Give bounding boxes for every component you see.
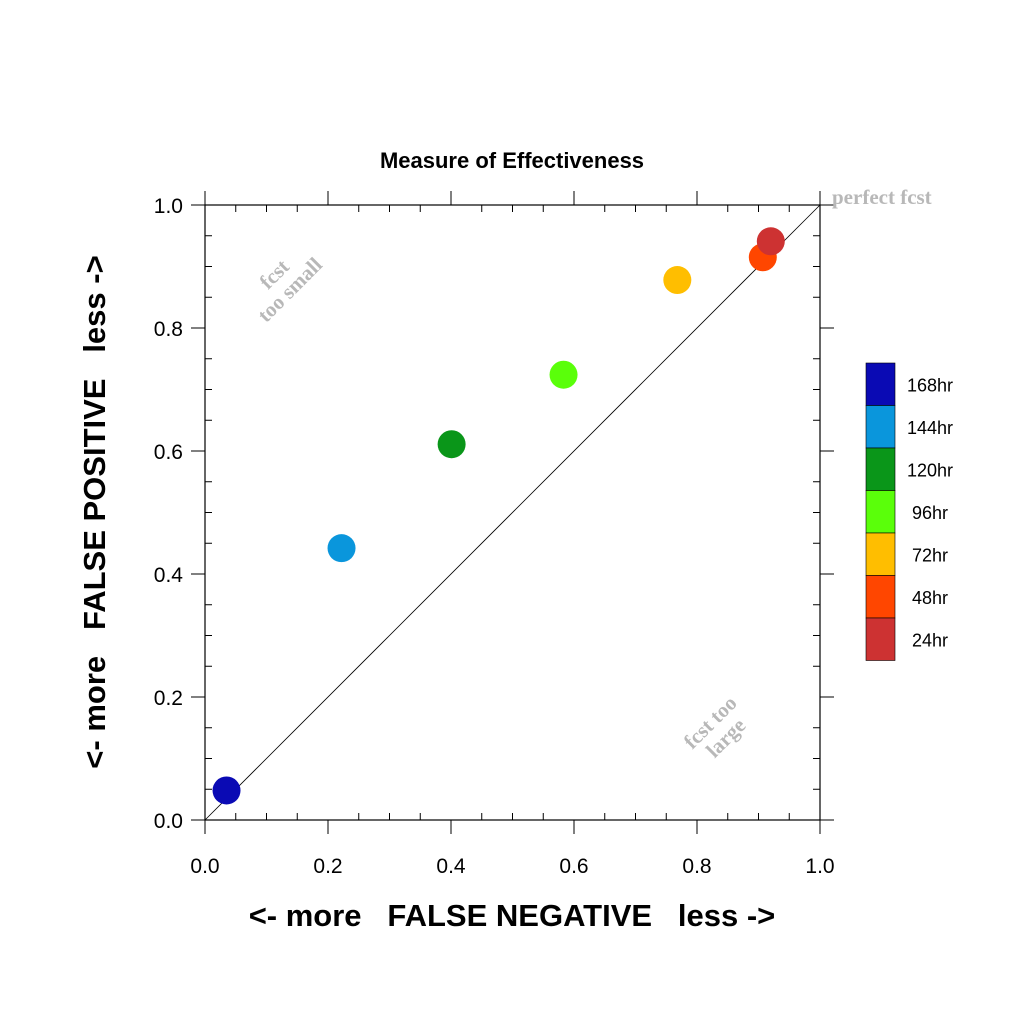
point-96hr: [549, 360, 578, 389]
legend-swatch-120hr: [865, 447, 896, 491]
x-tick-label: 0.6: [559, 855, 588, 878]
legend-label-168hr: 168hr: [907, 375, 953, 395]
too-small-line-2: too small: [253, 253, 327, 327]
point-24hr: [756, 227, 785, 256]
x-tick-label: 1.0: [805, 855, 834, 878]
legend-swatch-48hr: [865, 575, 896, 619]
point-144hr: [327, 534, 356, 563]
point-72hr: [663, 266, 692, 295]
x-tick-label: 0.0: [190, 855, 219, 878]
y-tick-label: 1.0: [154, 195, 183, 218]
too-small-annotation: fcst too small: [253, 253, 327, 327]
axis-ticks: [191, 191, 834, 834]
y-tick-label: 0.2: [154, 687, 183, 710]
legend-swatch-144hr: [865, 405, 896, 449]
perfect-fcst-label: perfect fcst: [832, 185, 932, 209]
x-tick-label: 0.2: [313, 855, 342, 878]
x-tick-label: 0.8: [682, 855, 711, 878]
y-tick-label: 0.8: [154, 318, 183, 341]
tick-labels: 0.0 0.2 0.4 0.6 0.8 1.0 0.0 0.2 0.4 0.6 0.8 1.0: [154, 195, 835, 878]
legend-label-24hr: 24hr: [912, 630, 948, 650]
diagonal-reference-line: [204, 204, 821, 821]
chart-title: Measure of Effectiveness: [380, 148, 644, 173]
y-tick-label: 0.0: [154, 810, 183, 833]
x-tick-label: 0.4: [436, 855, 466, 878]
x-axis-title: <- more FALSE NEGATIVE less ->: [249, 898, 776, 933]
y-tick-label: 0.6: [154, 441, 183, 464]
legend-label-48hr: 48hr: [912, 588, 948, 608]
point-168hr: [212, 776, 241, 805]
legend: 168hr 144hr 120hr 96hr 72hr 48hr 24hr: [865, 362, 953, 661]
legend-swatch-72hr: [865, 532, 896, 576]
legend-swatch-24hr: [865, 617, 896, 661]
legend-label-96hr: 96hr: [912, 503, 948, 523]
legend-label-120hr: 120hr: [907, 460, 953, 480]
legend-swatch-96hr: [865, 490, 896, 534]
legend-swatch-168hr: [865, 362, 896, 406]
y-tick-label: 0.4: [154, 564, 184, 587]
legend-label-72hr: 72hr: [912, 545, 948, 565]
data-points: [212, 227, 785, 805]
y-axis-title: <- more FALSE POSITIVE less ->: [77, 255, 112, 768]
too-large-annotation: fcst too large: [679, 691, 750, 762]
legend-label-144hr: 144hr: [907, 418, 953, 438]
point-120hr: [437, 430, 466, 459]
